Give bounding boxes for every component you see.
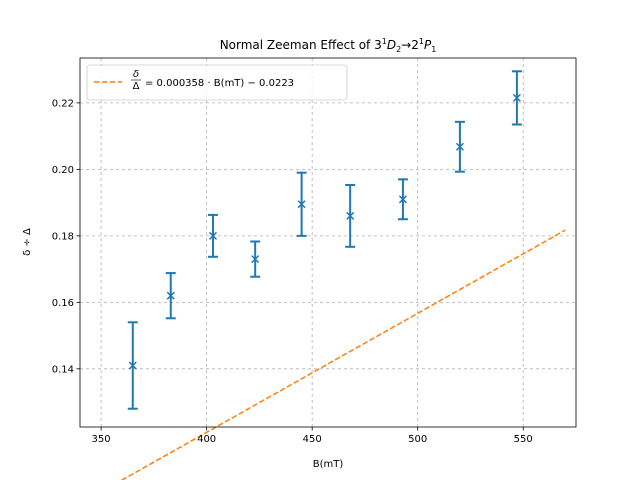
data-point — [511, 70, 522, 126]
data-point — [345, 183, 356, 248]
y-axis-title: δ ÷ Δ — [22, 228, 33, 256]
point-marker — [398, 195, 407, 204]
data-point — [250, 240, 261, 278]
legend-frac-numerator: δ — [133, 69, 139, 80]
x-tick-label: 550 — [514, 434, 533, 445]
point-marker — [128, 361, 137, 370]
point-marker — [251, 255, 260, 264]
x-tick-label: 500 — [408, 434, 427, 445]
fit-line — [120, 229, 566, 480]
point-marker — [166, 291, 175, 300]
y-tick-label: 0.16 — [52, 298, 74, 309]
point-marker — [455, 142, 464, 151]
data-point — [296, 171, 307, 237]
point-marker — [208, 231, 218, 240]
fit-line-layer — [120, 229, 566, 480]
grid — [80, 58, 576, 427]
data-point — [207, 213, 218, 258]
data-points-layer — [127, 70, 522, 410]
y-tick-label: 0.22 — [52, 98, 74, 109]
data-point — [397, 178, 408, 221]
axis-ticks: 350 400 450 500 550 0.14 0.16 0.18 0.20 0.22 — [52, 98, 533, 445]
point-marker — [297, 200, 306, 209]
legend-frac-denominator: Δ — [133, 81, 140, 92]
data-point — [454, 120, 465, 173]
data-point — [165, 272, 176, 320]
chart-title: Normal Zeeman Effect of 31D2→21P1 — [220, 37, 437, 54]
x-tick-label: 350 — [92, 434, 111, 445]
x-tick-label: 450 — [303, 434, 322, 445]
x-axis-title: B(mT) — [313, 459, 344, 470]
x-tick-label: 400 — [197, 434, 216, 445]
legend-equation: = 0.000358 · B(mT) − 0.0223 — [145, 78, 294, 89]
y-tick-label: 0.18 — [52, 231, 74, 242]
legend-box — [86, 64, 348, 101]
point-marker — [346, 211, 355, 220]
y-tick-label: 0.14 — [52, 364, 74, 375]
data-point — [127, 321, 138, 410]
plot-frame — [79, 57, 577, 428]
legend: δ Δ = 0.000358 · B(mT) − 0.0223 — [86, 64, 348, 101]
y-tick-label: 0.20 — [52, 165, 74, 176]
point-marker — [512, 93, 521, 102]
